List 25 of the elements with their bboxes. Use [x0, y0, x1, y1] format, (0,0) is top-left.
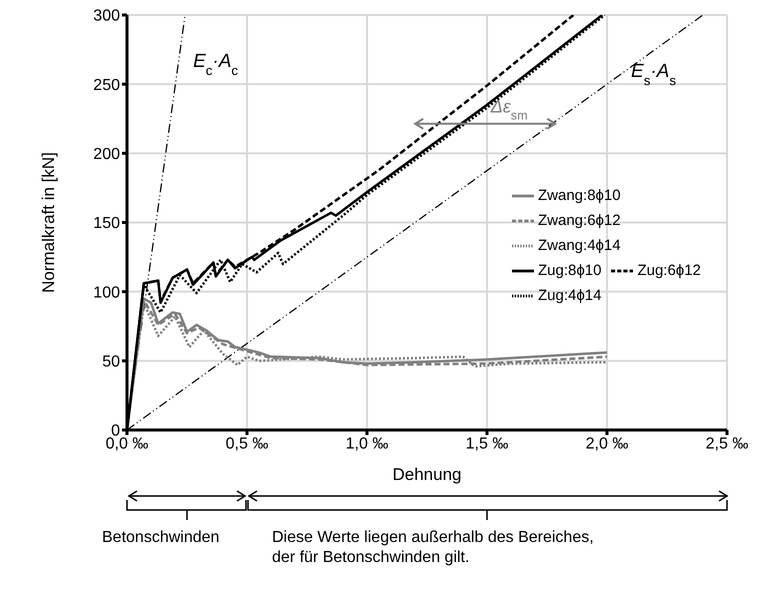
legend-label: Zwang:8ϕ10: [538, 187, 621, 204]
x-axis-title: Dehnung: [392, 465, 462, 484]
annotation: Δε$_{sm}$: [490, 96, 528, 123]
x-tick-label: 1,5 ‰: [466, 435, 508, 452]
x-tick-label: 0,5 ‰: [226, 435, 268, 452]
legend-label: Zwang:4ϕ14: [538, 237, 621, 254]
y-axis-title: Normalkraft in [kN]: [39, 152, 58, 293]
series-label: E$_{s}$·A$_{s}$: [631, 61, 676, 88]
text: Betonschwinden: [102, 528, 220, 548]
x-tick-label: 1,0 ‰: [346, 435, 388, 452]
y-tick-label: 250: [93, 76, 120, 94]
y-tick-label: 200: [93, 146, 120, 164]
legend-label: Zwang:6ϕ12: [538, 212, 621, 229]
y-tick-label: 150: [93, 215, 120, 232]
x-tick-label: 2,5 ‰: [706, 435, 748, 452]
y-tick-label: 300: [93, 8, 120, 25]
y-tick-label: 50: [102, 354, 120, 371]
text: Diese Werte liegen außerhalb des Bereiches, der für Betonschwinden gilt.: [272, 528, 595, 568]
series-label: E$_{c}$·A$_{c}$: [193, 51, 238, 78]
x-tick-label: 0,0 ‰: [106, 435, 148, 452]
legend-label: Zug:8ϕ10: [538, 262, 602, 279]
legend-label: Zug:4ϕ14: [538, 287, 602, 304]
legend-label: Zug:6ϕ12: [637, 262, 701, 279]
y-tick-label: 100: [93, 284, 120, 302]
x-tick-label: 2,0 ‰: [586, 435, 628, 452]
